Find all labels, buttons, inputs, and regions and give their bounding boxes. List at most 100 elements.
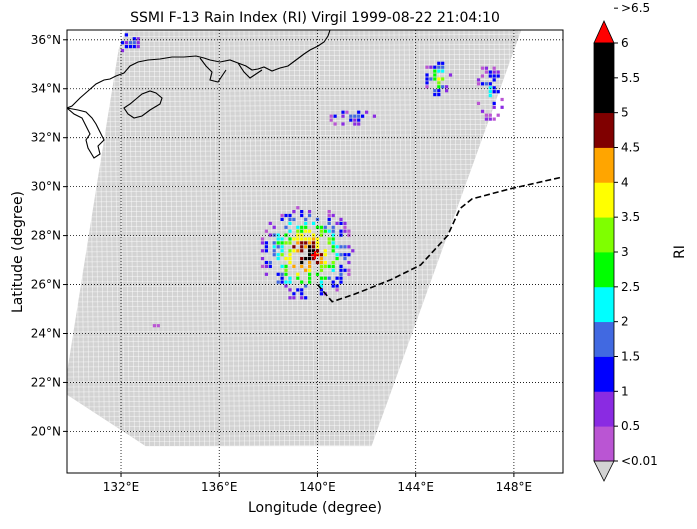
rain-pixel bbox=[437, 93, 441, 97]
rain-pixel bbox=[492, 78, 496, 82]
rain-pixel bbox=[488, 86, 492, 90]
rain-pixel bbox=[323, 253, 327, 257]
latitude-tick-label: 28°N bbox=[31, 229, 61, 243]
rain-pixel bbox=[488, 117, 492, 121]
rain-pixel bbox=[319, 225, 323, 229]
rain-pixel bbox=[343, 257, 347, 261]
colorbar-tick-label: 3 bbox=[621, 245, 629, 259]
swath-grid-line bbox=[67, 98, 522, 103]
rain-pixel bbox=[488, 90, 492, 94]
rain-pixel bbox=[361, 114, 365, 118]
rain-pixel bbox=[335, 221, 339, 225]
colorbar-band bbox=[594, 217, 614, 253]
latitude-tick-label: 36°N bbox=[31, 33, 61, 47]
rain-pixel bbox=[292, 210, 296, 214]
rain-pixel bbox=[484, 113, 488, 117]
colorbar-band bbox=[594, 321, 614, 357]
rain-pixel bbox=[339, 245, 343, 249]
rain-pixel bbox=[492, 101, 496, 105]
rain-pixel bbox=[347, 253, 351, 257]
longitude-tick-label: 140°E bbox=[299, 480, 336, 494]
rain-pixel bbox=[300, 245, 304, 249]
swath-grid-line bbox=[67, 93, 522, 98]
rain-pixel bbox=[327, 241, 331, 245]
typhoon-track bbox=[316, 176, 563, 303]
rain-pixel bbox=[288, 221, 292, 225]
rain-pixel bbox=[308, 272, 312, 276]
rain-pixel bbox=[272, 233, 276, 237]
latitude-tick-label: 24°N bbox=[31, 326, 61, 340]
rain-pixel bbox=[308, 257, 312, 261]
rain-pixel bbox=[280, 237, 284, 241]
rain-pixel bbox=[357, 110, 361, 114]
colorbar-tick-label: 0.5 bbox=[621, 419, 640, 433]
rain-pixel bbox=[311, 237, 316, 241]
rain-pixel bbox=[343, 221, 347, 225]
rain-pixel bbox=[433, 93, 437, 97]
rain-pixel bbox=[323, 249, 327, 253]
rain-pixel bbox=[288, 253, 292, 257]
rain-pixel bbox=[288, 280, 292, 284]
colorbar-band bbox=[594, 43, 614, 79]
swath-grid-line bbox=[67, 133, 522, 138]
coastline-honshu bbox=[67, 30, 331, 109]
rain-pixel bbox=[260, 257, 265, 261]
rain-pixel bbox=[280, 249, 284, 253]
swath-grid-line bbox=[67, 68, 522, 73]
rain-pixel bbox=[296, 229, 300, 233]
rain-pixel bbox=[120, 41, 125, 45]
swath-grid-line bbox=[228, 30, 236, 447]
rain-pixel bbox=[288, 213, 292, 218]
rain-pixel bbox=[319, 276, 323, 280]
rain-pixel bbox=[323, 225, 327, 229]
swath-grid-line bbox=[373, 30, 381, 447]
rain-pixel bbox=[308, 264, 312, 268]
rain-pixel bbox=[300, 257, 304, 261]
rain-pixel bbox=[492, 74, 496, 78]
colorbar-band bbox=[594, 286, 614, 323]
rain-pixel bbox=[136, 45, 140, 49]
y-axis-label: Latitude (degree) bbox=[10, 191, 26, 313]
rain-pixel bbox=[128, 45, 132, 49]
rain-pixel bbox=[308, 229, 312, 233]
rain-pixel bbox=[296, 206, 300, 210]
rain-pixel bbox=[480, 66, 485, 70]
rain-pixel bbox=[308, 280, 312, 284]
rain-pixel bbox=[288, 276, 292, 280]
rain-pixel bbox=[323, 260, 327, 265]
rain-pixel bbox=[300, 292, 304, 296]
rain-pixel bbox=[500, 97, 504, 102]
rain-pixel bbox=[339, 253, 343, 257]
coastline-kii-peninsula bbox=[199, 57, 227, 83]
colorbar-tick-label: 2 bbox=[621, 315, 629, 329]
rain-pixel bbox=[284, 268, 288, 272]
rain-pixel bbox=[308, 245, 312, 249]
rain-pixel bbox=[425, 81, 429, 85]
swath-grid-line bbox=[283, 30, 291, 447]
swath-grid-line bbox=[67, 138, 522, 143]
rain-pixel bbox=[304, 221, 308, 225]
rain-pixel bbox=[429, 77, 433, 81]
rain-pixel bbox=[437, 81, 441, 85]
rain-pixel bbox=[335, 288, 339, 292]
rain-pixel bbox=[496, 90, 500, 94]
rain-pixel bbox=[333, 114, 337, 118]
rain-pixel bbox=[284, 225, 288, 229]
rain-pixel bbox=[333, 122, 337, 126]
rain-pixel bbox=[284, 280, 288, 284]
rain-pixel bbox=[304, 296, 308, 300]
rain-pixel bbox=[300, 241, 304, 245]
rain-pixel bbox=[300, 237, 304, 241]
rain-pixel bbox=[372, 114, 376, 118]
swath-grid-line bbox=[318, 30, 326, 447]
rain-pixel bbox=[480, 74, 485, 78]
rain-pixel bbox=[292, 245, 296, 249]
rain-pixel bbox=[496, 74, 500, 78]
rain-pixel bbox=[120, 49, 125, 53]
rain-pixel bbox=[280, 280, 284, 284]
rain-pixel bbox=[296, 241, 300, 245]
rain-pixel bbox=[132, 45, 136, 49]
rain-pixel bbox=[492, 70, 496, 74]
rain-pixel bbox=[300, 264, 304, 268]
rain-pixel bbox=[484, 82, 488, 86]
